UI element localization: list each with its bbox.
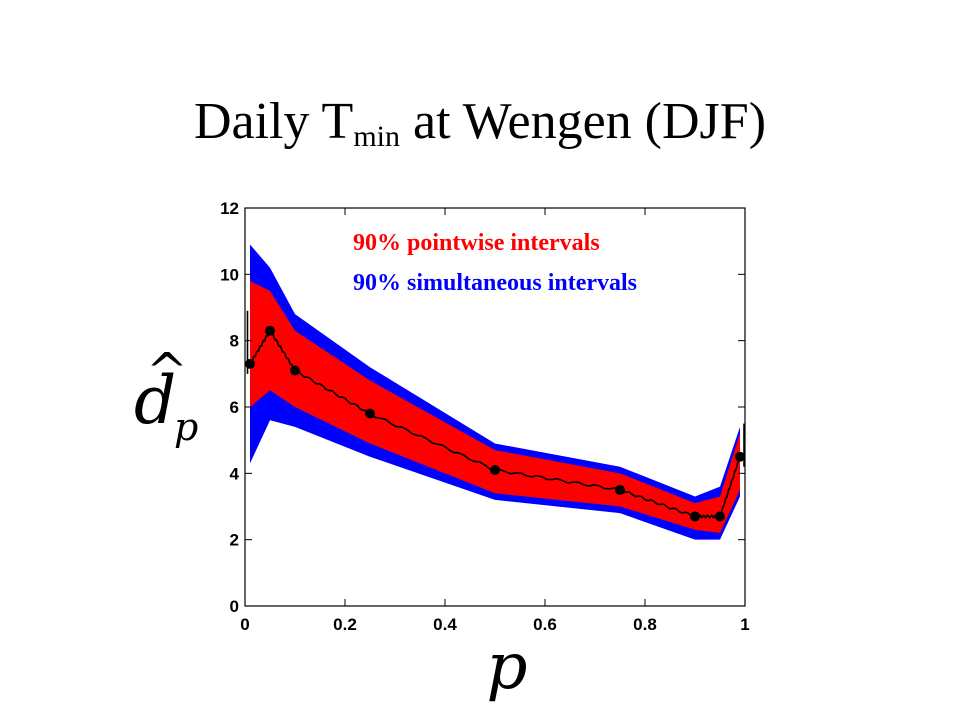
estimate-point — [245, 358, 255, 369]
title-subscript: min — [353, 120, 400, 153]
axis-labels: pd^p — [134, 342, 527, 704]
y-axis-label-hat: ^ — [146, 342, 188, 400]
estimate-point — [265, 325, 275, 336]
title-prefix: Daily T — [193, 93, 354, 150]
x-tick-label: 0.2 — [333, 615, 357, 634]
x-tick-label: 0 — [240, 615, 249, 634]
legend: 90% pointwise intervals 90% simultaneous … — [353, 230, 637, 296]
estimate-point — [615, 484, 625, 495]
estimate-point — [715, 511, 725, 522]
estimate-point — [365, 408, 375, 419]
band-pointwise — [250, 280, 740, 534]
title-suffix: at Wengen (DJF) — [400, 93, 767, 150]
x-axis-label: p — [487, 630, 528, 704]
estimate-point — [690, 511, 700, 522]
y-tick-label: 10 — [220, 265, 239, 284]
y-tick-label: 0 — [230, 597, 239, 616]
x-tick-label: 0.4 — [433, 615, 457, 634]
legend-entry: 90% pointwise intervals — [353, 230, 600, 256]
interval-bands — [250, 244, 740, 540]
estimate-point — [490, 465, 500, 476]
estimate-point — [735, 451, 745, 462]
legend-entry: 90% simultaneous intervals — [353, 270, 637, 296]
y-tick-label: 4 — [230, 464, 240, 483]
y-axis-label: d — [134, 362, 176, 439]
x-tick-label: 0.6 — [533, 615, 557, 634]
y-tick-label: 6 — [230, 398, 239, 417]
y-tick-label: 2 — [230, 531, 239, 550]
x-tick-label: 0.8 — [633, 615, 657, 634]
y-tick-label: 8 — [230, 332, 239, 351]
estimate-line — [245, 310, 745, 522]
y-axis-label-subscript: p — [174, 405, 198, 449]
estimate-point — [290, 365, 300, 376]
slide-title: Daily Tmin at Wengen (DJF) — [0, 92, 960, 154]
y-tick-label: 12 — [220, 199, 239, 218]
x-tick-label: 1 — [740, 615, 749, 634]
